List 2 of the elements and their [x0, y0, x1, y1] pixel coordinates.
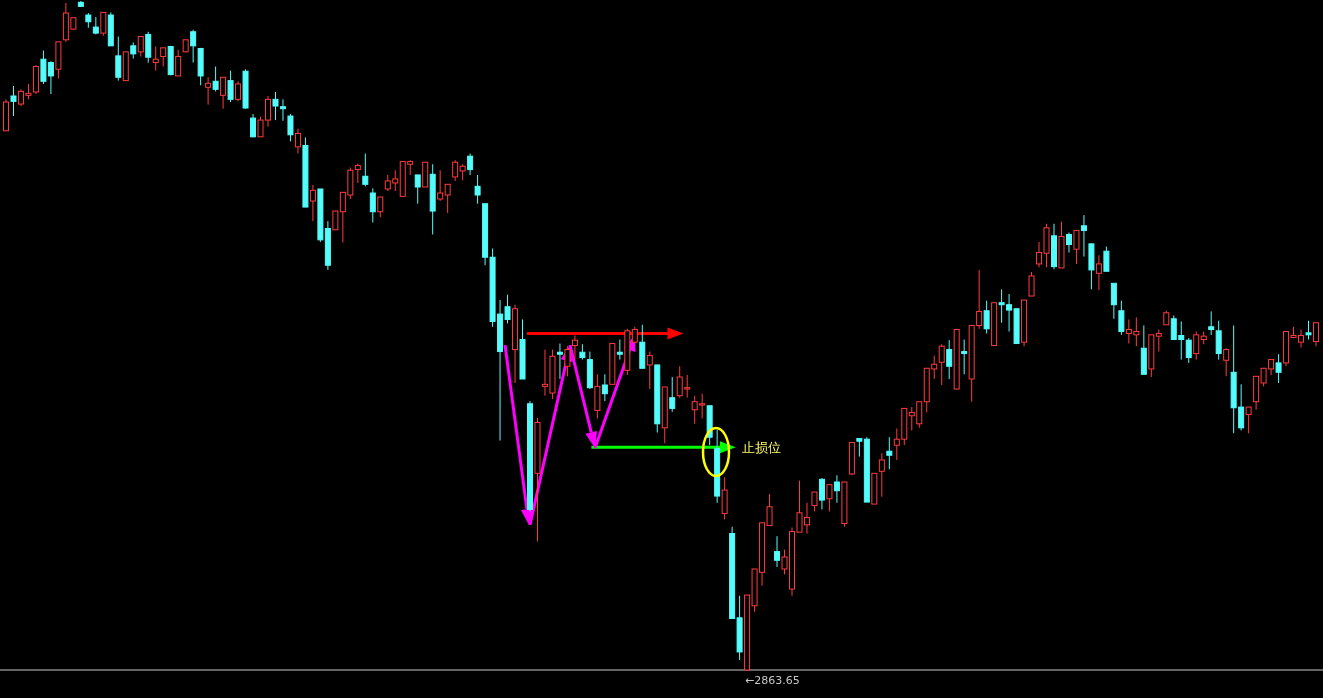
ref-line-label: 止损位 — [741, 440, 781, 456]
text: ←2863.65 — [745, 674, 800, 687]
